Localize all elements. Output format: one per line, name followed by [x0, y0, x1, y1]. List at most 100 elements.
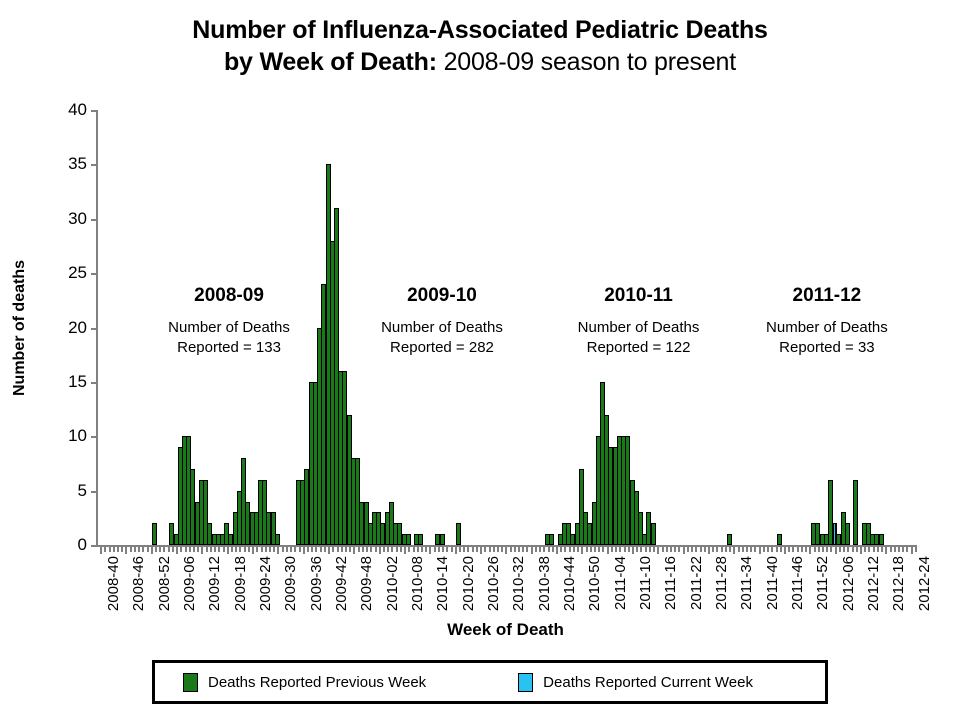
x-axis-tick — [547, 545, 550, 552]
x-axis-tick — [353, 545, 356, 554]
x-axis-tick-label: 2009-18 — [231, 556, 249, 612]
x-axis-tick — [526, 545, 529, 552]
y-axis-tick — [91, 164, 98, 167]
x-axis-tick — [361, 545, 364, 552]
x-axis-tick — [285, 545, 288, 552]
x-axis-tick — [750, 545, 753, 552]
x-axis-tick — [302, 545, 305, 554]
x-axis-tick-label: 2009-06 — [181, 556, 199, 612]
x-axis-tick — [885, 545, 888, 554]
x-axis-tick-label: 2012-12 — [865, 556, 882, 612]
x-axis-tick — [298, 545, 301, 552]
x-axis-label: Week of Death — [447, 620, 564, 639]
season-name: 2010-11 — [604, 285, 673, 306]
x-axis-tick — [214, 545, 217, 552]
x-axis-tick — [661, 545, 664, 552]
x-axis-tick — [294, 545, 297, 552]
x-axis-tick — [425, 545, 428, 552]
y-axis-tick-label: 20 — [68, 317, 87, 337]
x-axis-tick — [366, 545, 369, 552]
legend-label-previous-week: Deaths Reported Previous Week — [208, 673, 427, 691]
x-axis-tick — [729, 545, 732, 552]
x-axis-tick — [741, 545, 744, 552]
x-axis-tick — [648, 545, 651, 552]
x-axis-tick — [860, 545, 862, 554]
x-axis-tick — [640, 545, 643, 552]
x-axis-tick — [159, 545, 162, 552]
season-total-note: Number of Deaths Reported = 282 — [336, 318, 549, 358]
bars-layer — [98, 110, 917, 545]
x-axis-tick — [429, 545, 432, 554]
season-name: 2009-10 — [407, 285, 477, 306]
bar-previous-week — [827, 479, 833, 545]
chart-title-line-2-bold: by Week of Death: — [223, 48, 437, 76]
x-axis-tick — [290, 545, 293, 552]
x-axis-tick-label: 2009-42 — [333, 556, 351, 612]
x-axis-tick-label: 2008-52 — [155, 556, 173, 612]
x-axis-tick-label: 2012-24 — [915, 556, 933, 612]
x-axis-tick — [771, 545, 774, 552]
x-axis-tick — [560, 545, 563, 552]
x-axis-tick — [374, 545, 377, 552]
x-axis-tick — [817, 545, 820, 552]
season-annotation: 2009-10 Number of Deaths Reported = 282 — [336, 285, 549, 358]
x-axis-ticks — [98, 545, 917, 554]
bar-previous-week — [844, 523, 850, 545]
x-axis-tick — [572, 545, 575, 552]
x-axis-tick — [784, 545, 787, 554]
x-axis-tick — [239, 545, 242, 552]
x-axis-tick-label: 2010-50 — [586, 556, 604, 612]
x-axis-tick — [843, 545, 846, 552]
x-axis-tick — [378, 545, 381, 554]
x-axis-tick — [556, 545, 559, 554]
x-axis-tick — [598, 545, 601, 552]
x-axis-tick — [323, 545, 326, 552]
x-axis-tick — [665, 545, 668, 552]
x-axis-tick — [116, 545, 119, 552]
bar-previous-week — [439, 534, 445, 545]
x-axis-tick — [442, 545, 445, 552]
x-axis-tick — [682, 545, 685, 554]
x-axis-tick-label: 2011-10 — [637, 556, 655, 610]
x-axis-tick — [623, 545, 626, 552]
x-axis-tick — [826, 545, 829, 552]
x-axis-tick — [762, 545, 765, 552]
x-axis-tick — [551, 545, 554, 552]
x-axis-tick — [463, 545, 466, 552]
x-axis-tick — [235, 545, 238, 552]
x-axis-tick — [543, 545, 546, 552]
x-axis-tick — [112, 545, 115, 552]
season-note-line-1: Number of Deaths — [168, 319, 290, 336]
bar-previous-week — [637, 512, 643, 545]
y-axis-tick — [91, 545, 98, 547]
legend-label-current-week: Deaths Reported Current Week — [543, 673, 753, 691]
bar-previous-week — [650, 523, 656, 545]
x-axis-tick-label: 2012-06 — [839, 556, 857, 612]
x-axis-tick — [530, 545, 533, 554]
x-axis-tick — [657, 545, 660, 554]
bar-previous-week — [456, 523, 462, 545]
x-axis-tick — [636, 545, 639, 552]
x-axis-tick — [501, 545, 504, 552]
x-axis-tick-label: 2011-40 — [763, 556, 781, 610]
x-axis-tick-label: 2011-28 — [713, 556, 731, 610]
x-axis-tick — [357, 545, 360, 552]
x-axis-tick — [653, 545, 656, 552]
y-axis-tick — [91, 490, 98, 493]
x-axis-tick — [328, 545, 331, 554]
bar-previous-week — [152, 523, 158, 545]
x-axis-tick — [336, 545, 339, 552]
season-total-note: Number of Deaths Reported = 133 — [123, 318, 336, 358]
x-axis-tick — [488, 545, 491, 552]
x-axis-tick — [108, 545, 111, 552]
x-axis-tick — [746, 545, 749, 552]
bar-previous-week — [777, 534, 783, 545]
legend-item-previous-week: Deaths Reported Previous Week — [183, 672, 427, 692]
x-axis-tick — [800, 545, 803, 552]
x-axis-tick — [779, 545, 782, 552]
season-name: 2008-09 — [194, 285, 264, 306]
x-axis-tick — [678, 545, 681, 552]
x-axis-tick — [838, 545, 841, 552]
x-axis-tick — [484, 545, 487, 552]
